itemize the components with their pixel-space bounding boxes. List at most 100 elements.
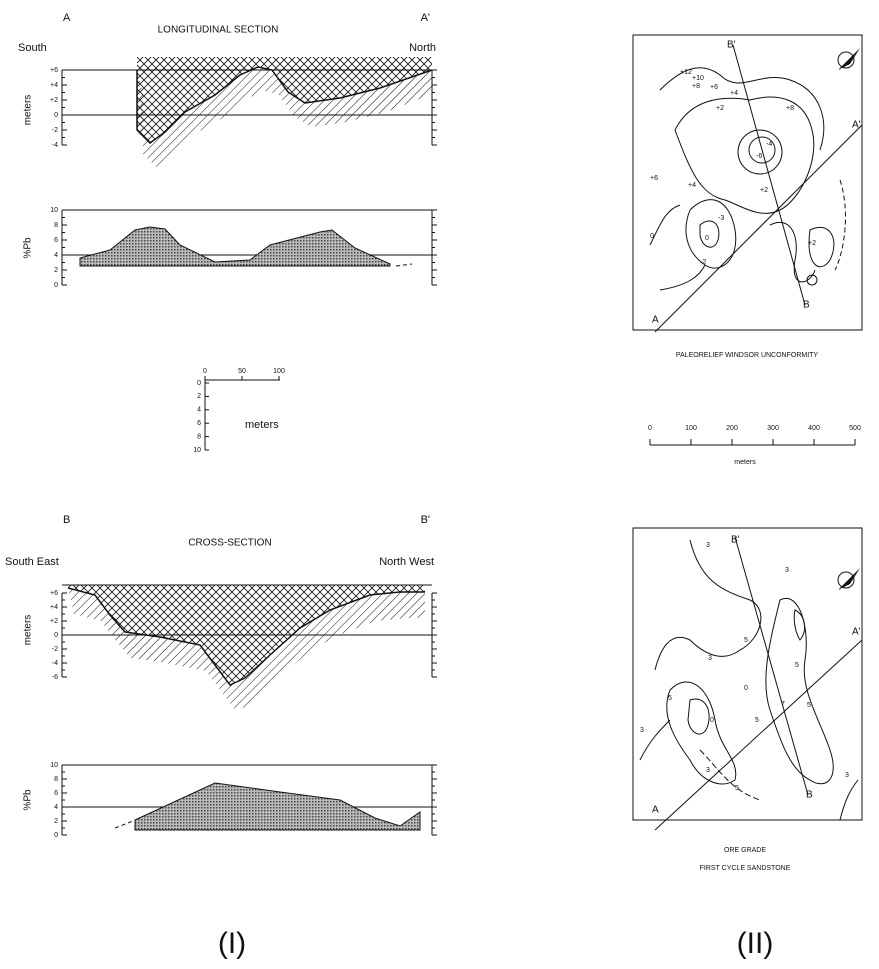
axis-tick-label: 0 [54, 632, 58, 639]
axis-tick-label: 10 [50, 762, 58, 769]
contour-label: 0 [744, 685, 748, 692]
section-title: CROSS-SECTION [188, 538, 271, 549]
contour-label: +8 [786, 105, 794, 112]
map-labels: A A' B B' 3 3 3 5 5 0 5 5 3 5 0 7 3 5 3 [640, 535, 861, 816]
section-line [732, 44, 806, 306]
scale-tick-label: 300 [767, 425, 779, 432]
axis-tick-label: 0 [54, 832, 58, 839]
axis-tick-label: 2 [54, 267, 58, 274]
map-frame [632, 527, 863, 821]
axis-tick-label: -2 [52, 646, 58, 653]
contour-label: 5 [807, 702, 811, 709]
profile-line [136, 66, 433, 144]
contour-label: +2 [716, 105, 724, 112]
axis-tick-label: 6 [54, 790, 58, 797]
direction: South [18, 42, 47, 54]
contour-label: +4 [730, 90, 738, 97]
contour-label: 0 [705, 235, 709, 242]
scale-tick-label: 0 [197, 380, 201, 387]
axis-tick-label: -4 [52, 660, 58, 667]
scale-tick-label: 8 [197, 433, 201, 440]
axis-label: meters [23, 95, 34, 126]
contour-label: +12 [680, 69, 692, 76]
section-label: B' [731, 535, 740, 546]
contour-label: +2 [808, 240, 816, 247]
scale-tick-label: 400 [808, 425, 820, 432]
axis-tick-label: 4 [54, 252, 58, 259]
contour-label: +2 [760, 187, 768, 194]
scale-tick-label: 6 [197, 420, 201, 427]
axis-tick-label: 10 [50, 207, 58, 214]
axis-tick-label: 4 [54, 804, 58, 811]
grade-extension [395, 263, 413, 267]
scale-tick-label: 0 [203, 368, 207, 375]
section-start: B [63, 514, 70, 526]
scale-tick-label: 10 [193, 447, 201, 454]
scale-tick-label: 100 [273, 368, 285, 375]
upper-crosshatch [137, 57, 432, 143]
contour-label: +4 [688, 182, 696, 189]
map-caption: FIRST CYCLE SANDSTONE [700, 865, 791, 872]
section-start: A [63, 12, 71, 24]
axis-tick-label: -6 [52, 674, 58, 681]
scale-tick-label: 50 [238, 368, 246, 375]
panel-label: (II) [737, 927, 774, 960]
contour-label: 3 [708, 655, 712, 662]
contour-label: 5 [668, 695, 672, 702]
map-caption: ORE GRADE [724, 847, 766, 854]
contour-label: 7 [781, 701, 785, 708]
section-title: LONGITUDINAL SECTION [158, 25, 279, 36]
scale-tick-label: 200 [726, 425, 738, 432]
section-line [734, 536, 809, 796]
axis-tick-label: +6 [50, 67, 58, 74]
section-label: A' [852, 120, 861, 131]
lower-hatch [137, 67, 432, 167]
axis-tick-label: -4 [52, 142, 58, 149]
section-label: B' [727, 40, 736, 51]
axis-tick-label: +4 [50, 82, 58, 89]
axis-tick-label: 0 [54, 282, 58, 289]
section-end: A' [421, 12, 430, 24]
contour-label: 3 [640, 727, 644, 734]
map-caption: PALEORELIEF WINDSOR UNCONFORMITY [676, 352, 819, 359]
section-label: B [806, 790, 813, 801]
scale-tick-label: 2 [197, 393, 201, 400]
scale-tick-label: 4 [197, 407, 201, 414]
section-label: A' [852, 627, 861, 638]
contour-label: 3 [845, 772, 849, 779]
axis-tick-label: 8 [54, 222, 58, 229]
contours [649, 67, 846, 291]
axis-label: meters [23, 615, 34, 646]
grade-area [134, 782, 421, 831]
axis-tick-label: +6 [50, 590, 58, 597]
axis-tick-label: 0 [54, 112, 58, 119]
section-end: B' [421, 514, 430, 526]
contour-label: +10 [692, 75, 704, 82]
section-label: A [652, 805, 659, 816]
contour-label: 5 [735, 785, 739, 792]
contour-label: 3 [706, 542, 710, 549]
north-arrow [837, 48, 860, 70]
section-line [654, 124, 863, 333]
contour-label: -4 [766, 141, 772, 148]
direction: South East [5, 556, 59, 568]
scale-tick-label: 0 [648, 425, 652, 432]
contour-label: 0 [710, 717, 714, 724]
contour-label: 0 [650, 233, 654, 240]
grade-extension [114, 820, 134, 829]
contour-label: 3 [785, 567, 789, 574]
contour-label: +6 [650, 175, 658, 182]
scale-label: meters [245, 419, 279, 431]
contour-label: -2 [700, 259, 706, 266]
scale-tick-label: 100 [685, 425, 697, 432]
direction: North West [379, 556, 434, 568]
axis-tick-label: -2 [52, 127, 58, 134]
axis-tick-label: 2 [54, 818, 58, 825]
map-frame [632, 34, 863, 331]
north-arrow [837, 568, 860, 590]
axis-tick-label: +2 [50, 97, 58, 104]
panel-label: (I) [218, 927, 246, 960]
profile-line [67, 587, 425, 686]
scale-label: meters [734, 459, 756, 466]
